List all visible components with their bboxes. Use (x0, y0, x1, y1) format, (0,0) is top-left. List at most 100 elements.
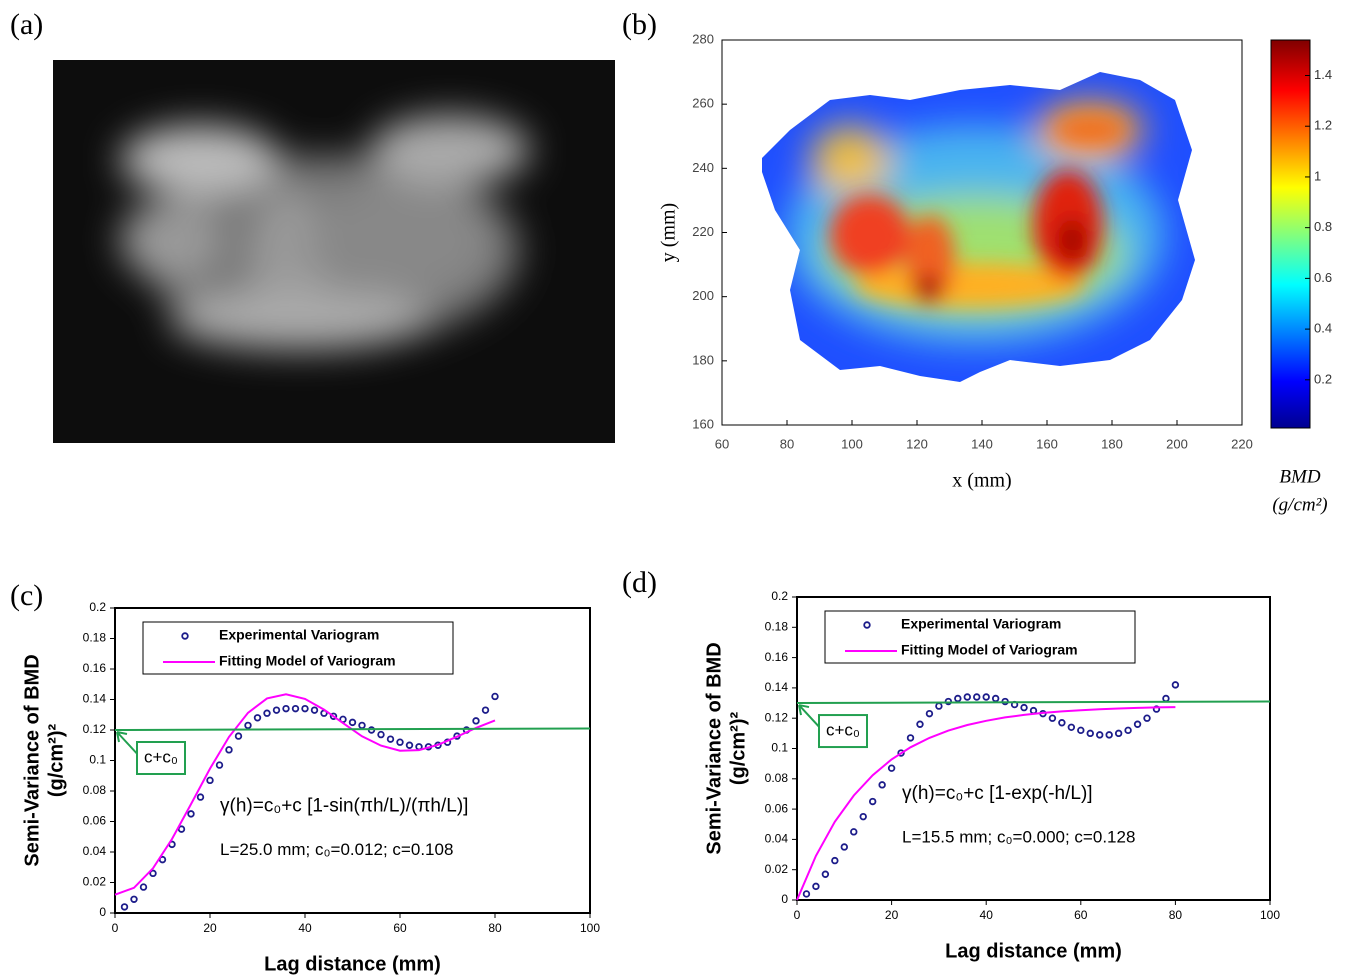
colorbar-tick-label: 0.4 (1314, 321, 1332, 336)
legend-marker (181, 632, 189, 640)
y-tick-label: 0.16 (765, 650, 789, 664)
data-point (348, 718, 357, 727)
data-point (1114, 729, 1123, 738)
panel-label: (a) (10, 8, 43, 41)
colorbar-tick-label: 0.6 (1314, 270, 1332, 285)
data-point (954, 694, 962, 703)
data-point (282, 704, 290, 713)
data-point (812, 882, 820, 891)
x-tick-label: 200 (1166, 436, 1188, 451)
legend-marker (863, 621, 871, 629)
data-point (963, 693, 971, 701)
data-point (1143, 714, 1151, 722)
data-point (1096, 731, 1104, 739)
colorbar-tick-label: 0.2 (1314, 371, 1332, 386)
x-tick-label: 20 (885, 908, 899, 922)
y-tick-label: 0.18 (83, 631, 107, 645)
annotation: c+c₀ (144, 747, 178, 766)
y-tick-label: 0.2 (771, 589, 788, 603)
data-point (916, 720, 924, 728)
data-point (1133, 720, 1142, 728)
x-tick-label: 40 (298, 921, 312, 935)
equation: γ(h)=c₀+c [1-sin(πh/L)/(πh/L)] (220, 795, 468, 816)
data-point (206, 776, 214, 785)
x-axis-label: x (mm) (952, 470, 1011, 492)
y-tick-label: 0.16 (83, 661, 107, 675)
data-point (301, 704, 309, 713)
xray-image (53, 60, 615, 443)
data-point (1162, 694, 1170, 703)
data-point (310, 706, 319, 714)
x-axis-label: Lag distance (mm) (945, 940, 1122, 962)
y-tick-label: 0.12 (83, 722, 107, 736)
y-tick-label: 180 (692, 352, 714, 367)
y-tick-label: 0.1 (89, 753, 106, 767)
data-point (991, 694, 1000, 703)
panel-label: (b) (622, 8, 657, 41)
data-point (850, 828, 858, 836)
y-tick-label: 0.18 (765, 619, 789, 633)
y-tick-label: 0.14 (765, 680, 789, 694)
annotation: c+c₀ (826, 721, 860, 740)
data-point (244, 721, 252, 730)
y-axis-label: (g/cm²)² (45, 724, 67, 798)
colorbar-tick-label: 1 (1314, 168, 1321, 183)
y-tick-label: 0.02 (83, 875, 107, 889)
data-point (887, 764, 896, 772)
line (796, 700, 1271, 704)
data-point (396, 738, 404, 746)
data-point (1029, 706, 1038, 715)
colorbar-tick-label: 1.2 (1314, 118, 1332, 133)
y-tick-label: 0.1 (771, 741, 788, 755)
y-axis-label: y (mm) (658, 203, 680, 262)
data-point (1048, 714, 1057, 722)
x-tick-label: 160 (1036, 436, 1058, 451)
data-point (935, 702, 943, 710)
y-tick-label: 200 (692, 288, 714, 303)
x-tick-label: 140 (971, 436, 993, 451)
panel-label: (c) (10, 579, 43, 612)
data-point (386, 735, 395, 743)
y-tick-label: 0.06 (83, 814, 107, 828)
data-point (405, 741, 414, 749)
data-point (291, 704, 300, 713)
y-tick-label: 0.14 (83, 692, 107, 706)
data-point (272, 706, 281, 714)
x-tick-label: 100 (580, 921, 600, 935)
line (114, 693, 496, 896)
x-tick-label: 80 (1169, 908, 1183, 922)
data-point (491, 692, 499, 701)
data-point (906, 734, 915, 742)
equation: γ(h)=c₀+c [1-exp(-h/L)] (902, 783, 1093, 804)
data-point (1171, 681, 1180, 689)
legend-box (142, 621, 454, 675)
x-tick-label: 180 (1101, 436, 1123, 451)
data-point (234, 732, 243, 740)
x-tick-label: 120 (906, 436, 928, 451)
colorbar-label: BMD (1279, 466, 1320, 487)
y-axis-label: (g/cm²)² (727, 712, 749, 786)
x-tick-label: 40 (980, 908, 994, 922)
x-tick-label: 20 (203, 921, 217, 935)
data-point (878, 781, 886, 789)
data-point (859, 812, 867, 821)
y-tick-label: 0 (781, 892, 788, 906)
data-point (802, 890, 811, 898)
data-point (149, 869, 157, 878)
data-point (1077, 726, 1085, 735)
colorbar-tick-label: 1.4 (1314, 67, 1332, 82)
y-tick-label: 0.12 (765, 710, 789, 724)
x-tick-label: 80 (488, 921, 502, 935)
panel-label: (d) (622, 566, 657, 599)
x-tick-label: 0 (794, 908, 801, 922)
data-point (177, 825, 186, 833)
legend-label: Fitting Model of Variogram (219, 653, 396, 669)
y-tick-label: 0.08 (765, 771, 789, 785)
y-tick-label: 0.2 (89, 600, 106, 614)
y-tick-label: 0.04 (765, 832, 789, 846)
annotation-box (136, 741, 186, 775)
line (114, 727, 591, 731)
x-tick-label: 220 (1231, 436, 1253, 451)
data-point (1086, 729, 1094, 738)
